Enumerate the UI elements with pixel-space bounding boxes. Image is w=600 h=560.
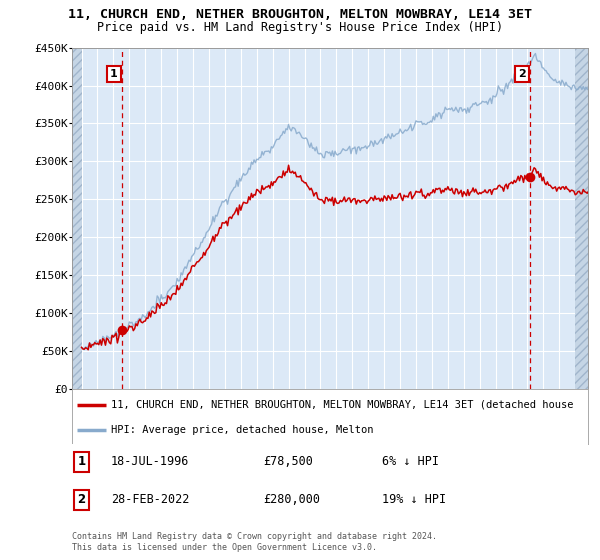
- Text: £78,500: £78,500: [263, 455, 313, 469]
- Text: 18-JUL-1996: 18-JUL-1996: [110, 455, 189, 469]
- Text: Contains HM Land Registry data © Crown copyright and database right 2024.
This d: Contains HM Land Registry data © Crown c…: [72, 532, 437, 552]
- Text: 1: 1: [77, 455, 85, 469]
- Text: 1: 1: [110, 69, 118, 79]
- Text: Price paid vs. HM Land Registry's House Price Index (HPI): Price paid vs. HM Land Registry's House …: [97, 21, 503, 34]
- Text: 28-FEB-2022: 28-FEB-2022: [110, 493, 189, 506]
- Text: 6% ↓ HPI: 6% ↓ HPI: [382, 455, 439, 469]
- Text: £280,000: £280,000: [263, 493, 320, 506]
- Text: 2: 2: [518, 69, 526, 79]
- Text: 19% ↓ HPI: 19% ↓ HPI: [382, 493, 446, 506]
- Text: 11, CHURCH END, NETHER BROUGHTON, MELTON MOWBRAY, LE14 3ET: 11, CHURCH END, NETHER BROUGHTON, MELTON…: [68, 8, 532, 21]
- Text: 2: 2: [77, 493, 85, 506]
- Text: 11, CHURCH END, NETHER BROUGHTON, MELTON MOWBRAY, LE14 3ET (detached house: 11, CHURCH END, NETHER BROUGHTON, MELTON…: [110, 400, 573, 409]
- Text: HPI: Average price, detached house, Melton: HPI: Average price, detached house, Melt…: [110, 426, 373, 436]
